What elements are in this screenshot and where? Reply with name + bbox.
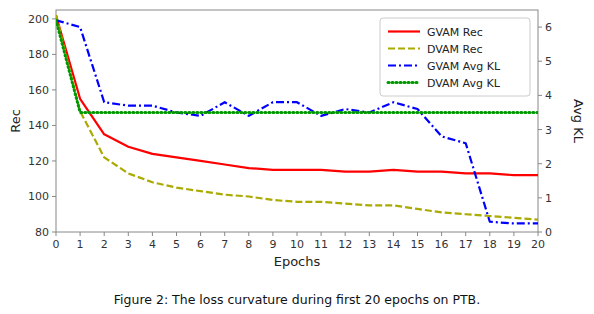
- x-tick-label: 18: [483, 238, 497, 251]
- y-tick: [52, 18, 56, 19]
- x-axis-label: Epochs: [274, 254, 321, 269]
- caption: Figure 2: The loss curvature during firs…: [114, 292, 480, 307]
- y2-tick: [538, 129, 542, 130]
- x-tick: [465, 232, 466, 236]
- y2-tick-label: 6: [545, 21, 552, 34]
- x-tick: [393, 232, 394, 236]
- series-group: [56, 15, 538, 223]
- y-tick-label: 140: [28, 119, 49, 132]
- x-tick-label: 2: [101, 238, 108, 251]
- legend-swatch: [388, 64, 420, 66]
- x-tick: [80, 232, 81, 236]
- y-axis-label: Rec: [8, 109, 23, 133]
- x-tick: [176, 232, 177, 236]
- y-tick-label: 200: [28, 13, 49, 26]
- legend-label: DVAM Avg KL: [427, 77, 501, 90]
- x-tick-label: 6: [197, 238, 204, 251]
- series-line: [56, 15, 538, 175]
- x-tick: [128, 232, 129, 236]
- legend: GVAM Rec DVAM Rec GVAM Avg KL DVAM Avg KL: [380, 18, 530, 96]
- y-tick: [52, 125, 56, 126]
- x-tick: [538, 232, 539, 236]
- x-tick: [297, 232, 298, 236]
- y2-tick: [538, 197, 542, 198]
- y2-axis-label: Avg KL: [571, 99, 586, 144]
- y-tick: [52, 196, 56, 197]
- x-tick-label: 9: [269, 238, 276, 251]
- x-tick: [441, 232, 442, 236]
- legend-label: GVAM Avg KL: [427, 60, 501, 73]
- x-tick: [417, 232, 418, 236]
- y2-tick-label: 0: [545, 226, 552, 239]
- y2-tick: [538, 95, 542, 96]
- series-line: [56, 15, 538, 219]
- x-tick-label: 10: [290, 238, 304, 251]
- y-tick: [52, 89, 56, 90]
- y-tick-label: 180: [28, 48, 49, 61]
- x-tick-label: 7: [221, 238, 228, 251]
- y2-tick-label: 1: [545, 192, 552, 205]
- x-tick-label: 13: [362, 238, 376, 251]
- x-tick: [321, 232, 322, 236]
- x-tick: [489, 232, 490, 236]
- y-tick-label: 120: [28, 155, 49, 168]
- x-tick: [152, 232, 153, 236]
- x-tick-label: 15: [411, 238, 425, 251]
- y2-tick: [538, 27, 542, 28]
- chart: 0123456789101112131415161718192080100120…: [0, 0, 594, 314]
- series-line: [56, 20, 538, 223]
- y2-tick: [538, 61, 542, 62]
- y2-tick-label: 5: [545, 55, 552, 68]
- plot-frame: [56, 10, 538, 232]
- series-line: [56, 20, 538, 112]
- x-tick-label: 0: [53, 238, 60, 251]
- y-tick: [52, 160, 56, 161]
- x-tick: [56, 232, 57, 236]
- y2-tick-label: 4: [545, 89, 552, 102]
- y-tick: [52, 54, 56, 55]
- y2-tick-label: 2: [545, 158, 552, 171]
- x-tick-label: 5: [173, 238, 180, 251]
- x-tick: [248, 232, 249, 236]
- x-tick-label: 8: [245, 238, 252, 251]
- y-tick-label: 80: [35, 226, 49, 239]
- legend-swatch: [388, 47, 420, 49]
- x-tick-label: 11: [314, 238, 328, 251]
- y-tick-label: 160: [28, 84, 49, 97]
- x-tick-label: 1: [77, 238, 84, 251]
- x-tick-label: 14: [386, 238, 400, 251]
- x-tick-label: 17: [459, 238, 473, 251]
- x-tick: [345, 232, 346, 236]
- legend-swatch: [388, 30, 420, 32]
- y2-tick: [538, 163, 542, 164]
- legend-label: GVAM Rec: [427, 26, 483, 39]
- x-tick: [369, 232, 370, 236]
- x-tick-label: 16: [435, 238, 449, 251]
- x-tick: [224, 232, 225, 236]
- legend-label: DVAM Rec: [427, 43, 483, 56]
- x-tick-label: 12: [338, 238, 352, 251]
- y-tick: [52, 232, 56, 233]
- y2-tick-label: 3: [545, 124, 552, 137]
- y2-tick: [538, 232, 542, 233]
- x-tick: [104, 232, 105, 236]
- x-tick-label: 4: [149, 238, 156, 251]
- x-tick: [513, 232, 514, 236]
- legend-swatch: [388, 81, 420, 84]
- y-tick-label: 100: [28, 190, 49, 203]
- x-tick-label: 3: [125, 238, 132, 251]
- x-tick: [272, 232, 273, 236]
- x-tick-label: 20: [531, 238, 545, 251]
- x-tick: [200, 232, 201, 236]
- legend-box: [380, 18, 530, 96]
- x-tick-label: 19: [507, 238, 521, 251]
